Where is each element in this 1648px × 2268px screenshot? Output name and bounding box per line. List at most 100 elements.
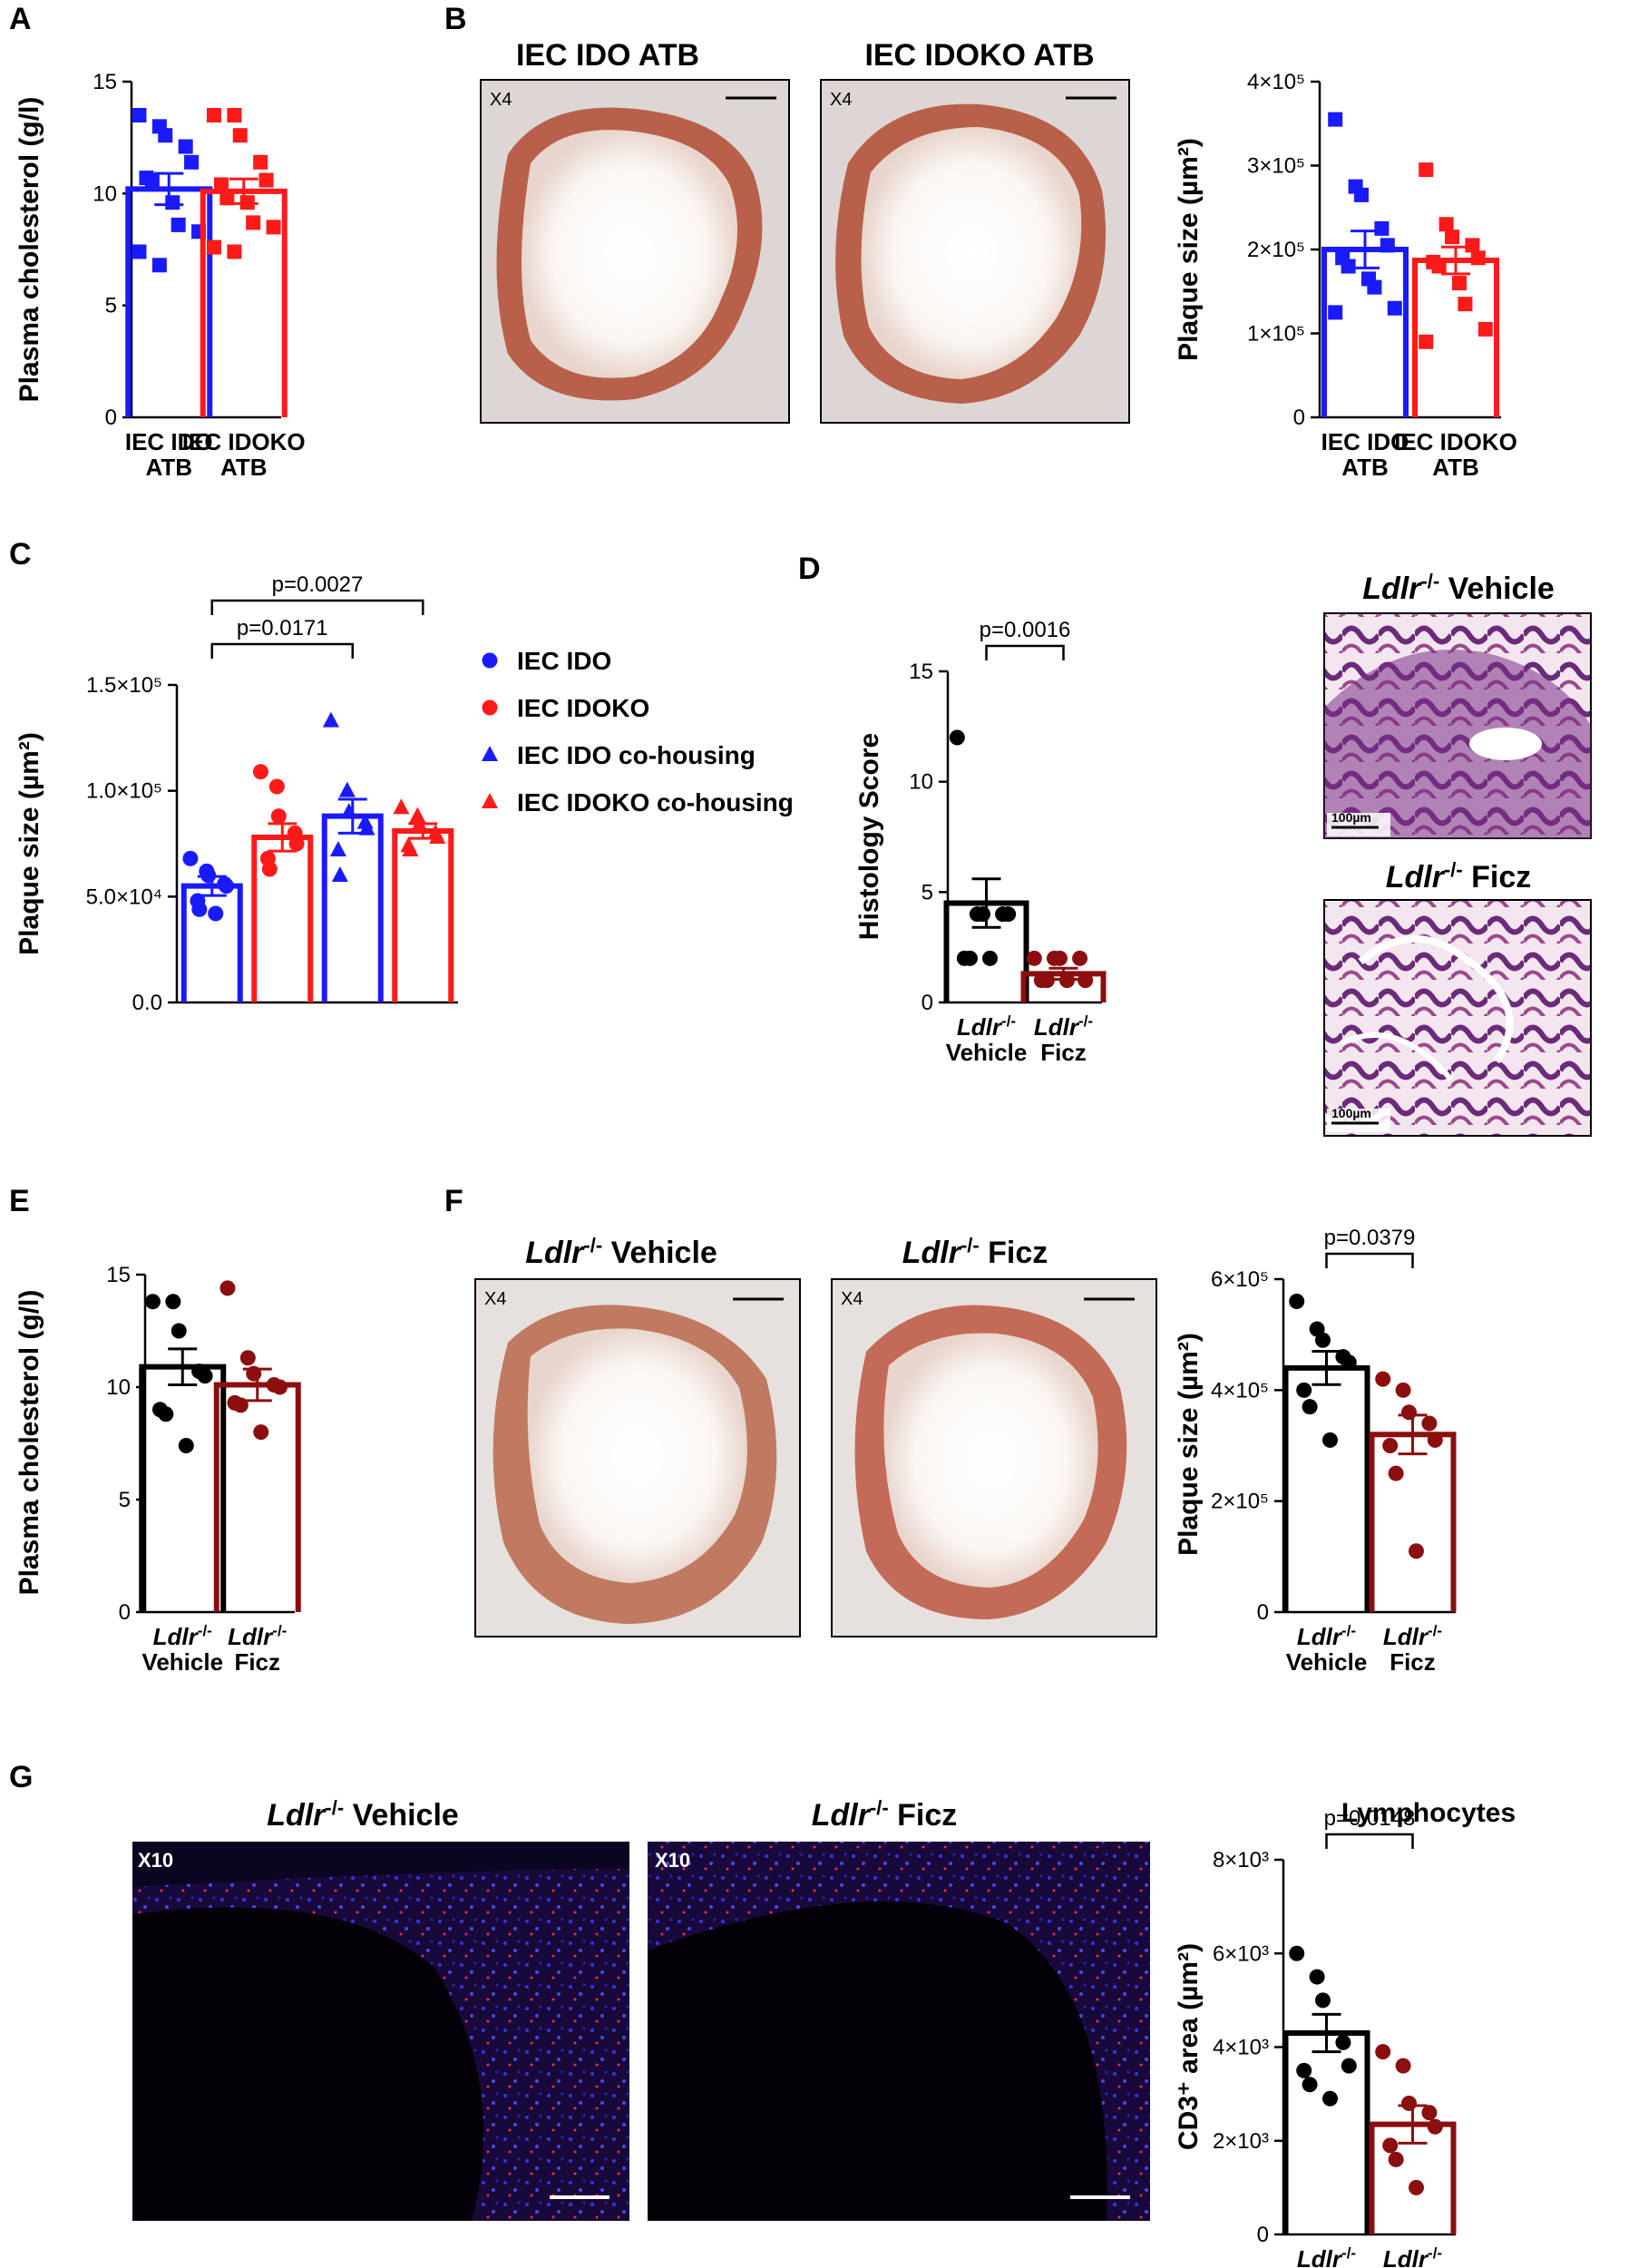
category-label: Vehicle: [1286, 1648, 1368, 1676]
micrograph-b-idoko-atb: X4: [820, 79, 1130, 424]
category-label: IEC IDO: [1321, 428, 1409, 455]
p-value-label: p=0.0379: [1324, 1226, 1416, 1250]
y-tick-label: 0.0: [132, 991, 162, 1015]
bar: [321, 813, 384, 1002]
data-point: [213, 177, 229, 192]
data-point: [239, 195, 255, 210]
scale-label: 100µm: [1331, 1106, 1371, 1120]
data-point: [165, 195, 180, 210]
significance-bracket: [210, 642, 354, 659]
category-label: Ficz: [1390, 1648, 1436, 1676]
y-tick-label: 5: [922, 880, 933, 904]
panel-letter-a: A: [9, 2, 32, 36]
bar: [1369, 1432, 1457, 1612]
data-point: [208, 905, 224, 922]
magnification-label: X4: [490, 90, 512, 110]
significance-bracket: [1325, 1252, 1414, 1268]
panel-letter-b: B: [444, 2, 467, 36]
y-tick-label: 0: [105, 406, 117, 430]
category-label: ATB: [220, 454, 268, 481]
data-point: [1328, 112, 1343, 127]
y-tick-label: 3×10⁵: [1247, 154, 1305, 179]
data-point: [1375, 2044, 1391, 2060]
data-point: [1026, 950, 1042, 966]
data-point: [219, 878, 235, 894]
data-point: [393, 798, 410, 815]
significance-bracket: [210, 599, 424, 615]
p-value-label: p=0.0016: [980, 618, 1071, 642]
data-point: [1419, 334, 1434, 349]
data-point: [197, 1368, 213, 1384]
data-point: [182, 850, 199, 866]
data-point: [1328, 305, 1343, 320]
data-point: [1302, 2077, 1318, 2093]
y-tick-label: 1.5×10⁵: [86, 673, 162, 698]
y-tick-label: 8×10³: [1213, 1848, 1269, 1872]
data-point: [322, 711, 339, 728]
image-title-f2: Ldlr-/- Ficz: [902, 1234, 1048, 1270]
y-tick-label: 5: [105, 294, 117, 318]
y-tick-label: 5.0×10⁴: [86, 885, 162, 909]
data-point: [151, 258, 167, 273]
data-point: [1470, 250, 1486, 266]
data-point: [132, 108, 147, 122]
y-axis-label: Plaque size (µm²): [1174, 138, 1204, 361]
data-point: [1315, 1332, 1331, 1348]
data-point: [1302, 1399, 1318, 1415]
histology-d-ficz: 100µm: [1323, 899, 1592, 1137]
category-label: Ficz: [234, 1648, 280, 1676]
data-point: [206, 108, 221, 122]
data-point: [1052, 950, 1068, 966]
data-point: [1078, 973, 1094, 989]
legend-marker: [482, 652, 498, 669]
data-point: [358, 819, 375, 836]
y-tick-label: 10: [93, 181, 117, 206]
histology-d-vehicle: 100µm: [1323, 612, 1592, 839]
data-point: [1354, 187, 1369, 202]
data-point: [1374, 220, 1390, 236]
data-point: [232, 128, 248, 143]
data-point: [1341, 2058, 1357, 2074]
y-tick-label: 2×10³: [1213, 2129, 1269, 2154]
magnification-label: X10: [138, 1849, 173, 1872]
category-label: IEC IDO: [125, 428, 213, 455]
data-point: [144, 1294, 161, 1310]
data-point: [1335, 2034, 1351, 2050]
category-label: Ldlr-/-: [228, 1622, 287, 1650]
category-label: ATB: [145, 454, 192, 481]
data-point: [1382, 1438, 1399, 1453]
data-point: [1421, 2105, 1438, 2121]
data-point: [1401, 1404, 1417, 1421]
y-tick-label: 10: [106, 1375, 131, 1400]
legend-label: IEC IDO co-housing: [517, 741, 756, 769]
magnification-label: X4: [484, 1289, 506, 1309]
data-point: [1296, 1382, 1312, 1398]
data-point: [191, 901, 208, 917]
significance-bracket: [1325, 1833, 1414, 1849]
data-point: [975, 906, 990, 923]
data-point: [409, 807, 426, 823]
y-tick-label: 10: [909, 770, 933, 795]
data-point: [961, 950, 978, 966]
data-point: [1477, 321, 1493, 337]
data-point: [1445, 230, 1459, 245]
panel-letter-g: G: [9, 1760, 33, 1794]
chart-e-plasma-cholesterol: 0 5 10 15 Plasma cholesterol (g/l) Ldlr-/-Veh…: [15, 1263, 301, 1676]
y-tick-label: 1.0×10⁵: [86, 779, 162, 804]
data-point: [1000, 906, 1017, 923]
category-label: IEC IDOKO: [182, 428, 306, 455]
data-point: [1395, 2058, 1411, 2074]
data-point: [1289, 1293, 1305, 1309]
bar: [139, 1364, 227, 1612]
data-point: [338, 781, 356, 797]
data-point: [411, 816, 428, 831]
y-tick-label: 5: [119, 1488, 131, 1512]
image-title-f1: Ldlr-/- Vehicle: [525, 1234, 717, 1270]
data-point: [253, 1424, 269, 1441]
y-tick-label: 15: [93, 70, 117, 94]
data-point: [1322, 1432, 1338, 1448]
data-point: [1458, 297, 1473, 312]
data-point: [1072, 950, 1088, 966]
p-value-label: p=0.0027: [272, 572, 364, 597]
